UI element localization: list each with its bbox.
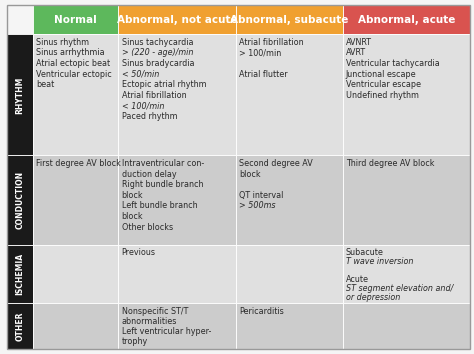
Bar	[33, 303, 118, 349]
Text: block: block	[239, 170, 261, 178]
Bar	[33, 5, 118, 34]
Text: AVNRT: AVNRT	[346, 38, 372, 47]
Text: Sinus arrhythmia: Sinus arrhythmia	[36, 48, 105, 57]
Text: Atrial flutter: Atrial flutter	[239, 70, 287, 79]
Text: trophy: trophy	[122, 337, 148, 346]
Bar	[118, 303, 236, 349]
Bar	[7, 303, 33, 349]
Text: or depression: or depression	[346, 293, 400, 302]
Text: RHYTHM: RHYTHM	[16, 76, 25, 114]
Text: Ventricular tachycardia: Ventricular tachycardia	[346, 59, 440, 68]
Text: Abnormal, subacute: Abnormal, subacute	[230, 15, 348, 25]
Text: Third degree AV block: Third degree AV block	[346, 159, 434, 168]
Text: Ectopic atrial rhythm: Ectopic atrial rhythm	[122, 80, 206, 89]
Bar	[343, 303, 470, 349]
Bar	[236, 34, 343, 155]
Text: > 500ms: > 500ms	[239, 201, 275, 210]
Text: Sinus rhythm: Sinus rhythm	[36, 38, 90, 47]
Text: AVRT: AVRT	[346, 48, 366, 57]
Text: Normal: Normal	[55, 15, 97, 25]
Text: Other blocks: Other blocks	[122, 223, 173, 232]
Text: Paced rhythm: Paced rhythm	[122, 112, 177, 121]
Text: Nonspecific ST/T: Nonspecific ST/T	[122, 307, 188, 316]
Bar	[33, 34, 118, 155]
Bar	[118, 245, 236, 303]
Text: Left ventricular hyper-: Left ventricular hyper-	[122, 327, 211, 336]
Text: ST segment elevation and/: ST segment elevation and/	[346, 284, 453, 293]
Text: QT interval: QT interval	[239, 191, 283, 200]
Text: Ventricular escape: Ventricular escape	[346, 80, 421, 89]
Text: Abnormal, not acute: Abnormal, not acute	[117, 15, 237, 25]
Text: > (220 - age)/min: > (220 - age)/min	[122, 48, 193, 57]
Bar	[33, 155, 118, 245]
Text: ISCHEMIA: ISCHEMIA	[16, 253, 25, 295]
Text: > 100/min: > 100/min	[239, 48, 281, 57]
Text: Atrial ectopic beat: Atrial ectopic beat	[36, 59, 110, 68]
Text: abnormalities: abnormalities	[122, 317, 177, 326]
Text: Acute: Acute	[346, 275, 369, 284]
Text: Subacute: Subacute	[346, 249, 384, 257]
Text: First degree AV block: First degree AV block	[36, 159, 121, 168]
Bar	[236, 155, 343, 245]
Text: duction delay: duction delay	[122, 170, 176, 178]
Text: Ventricular ectopic: Ventricular ectopic	[36, 70, 112, 79]
Text: < 50/min: < 50/min	[122, 70, 159, 79]
Bar	[118, 155, 236, 245]
Bar	[7, 155, 33, 245]
Bar	[7, 34, 33, 155]
Bar	[118, 34, 236, 155]
Text: block: block	[122, 191, 143, 200]
Text: beat: beat	[36, 80, 55, 89]
Text: OTHER: OTHER	[16, 311, 25, 341]
Bar	[118, 5, 236, 34]
Text: CONDUCTION: CONDUCTION	[16, 171, 25, 229]
Bar	[33, 245, 118, 303]
Text: Atrial fibrillation: Atrial fibrillation	[239, 38, 303, 47]
Bar	[7, 245, 33, 303]
Text: Atrial fibrillation: Atrial fibrillation	[122, 91, 186, 100]
Bar	[236, 245, 343, 303]
Text: < 100/min: < 100/min	[122, 102, 164, 110]
Text: Second degree AV: Second degree AV	[239, 159, 312, 168]
Text: T wave inversion: T wave inversion	[346, 257, 413, 267]
Text: Left bundle branch: Left bundle branch	[122, 201, 197, 210]
Text: Sinus bradycardia: Sinus bradycardia	[122, 59, 194, 68]
Bar	[343, 34, 470, 155]
Bar	[343, 245, 470, 303]
Text: Pericarditis: Pericarditis	[239, 307, 283, 316]
Text: Junctional escape: Junctional escape	[346, 70, 417, 79]
Text: Undefined rhythm: Undefined rhythm	[346, 91, 419, 100]
Text: Previous: Previous	[122, 249, 156, 257]
Text: block: block	[122, 212, 143, 221]
Text: Sinus tachycardia: Sinus tachycardia	[122, 38, 193, 47]
Text: Intraventricular con-: Intraventricular con-	[122, 159, 204, 168]
Text: Right bundle branch: Right bundle branch	[122, 180, 203, 189]
Text: Abnormal, acute: Abnormal, acute	[358, 15, 455, 25]
Bar	[236, 5, 343, 34]
Bar	[343, 155, 470, 245]
Bar	[236, 303, 343, 349]
Bar	[343, 5, 470, 34]
